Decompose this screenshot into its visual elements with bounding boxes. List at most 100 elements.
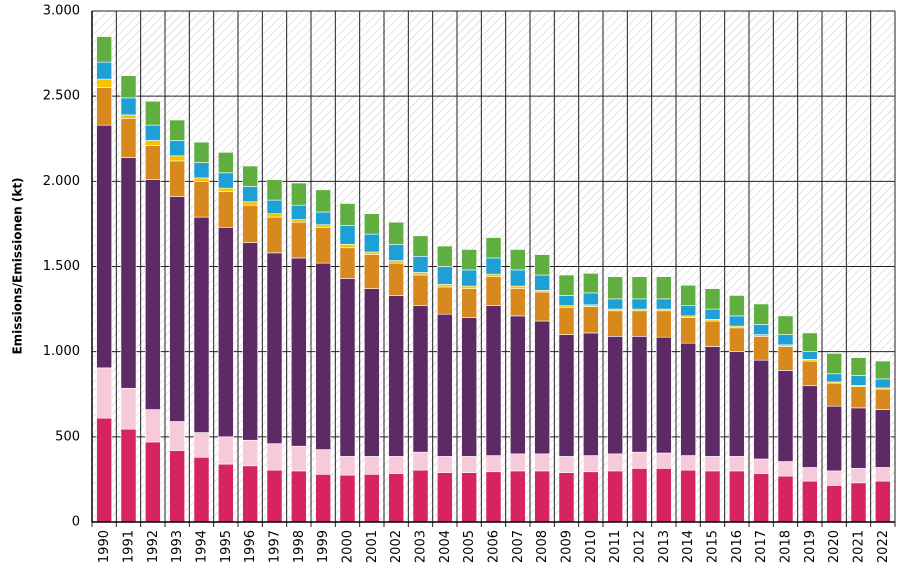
bar-segment bbox=[777, 461, 794, 477]
bar-segment bbox=[363, 456, 380, 475]
bar-segment bbox=[485, 471, 502, 523]
x-tick-label: 2009 bbox=[560, 530, 575, 563]
bar-segment bbox=[777, 370, 794, 462]
bar-segment bbox=[826, 485, 843, 523]
bar-segment bbox=[631, 310, 648, 337]
bar-segment bbox=[290, 182, 307, 206]
bar-segment bbox=[388, 260, 405, 264]
bar-segment bbox=[850, 375, 867, 386]
bar-segment bbox=[461, 285, 478, 289]
bar-segment bbox=[461, 456, 478, 473]
bar-segment bbox=[874, 409, 891, 468]
bar-segment bbox=[315, 224, 332, 228]
bar-segment bbox=[826, 373, 843, 383]
bar-segment bbox=[412, 235, 429, 257]
bar-segment bbox=[704, 288, 721, 310]
bar-segment bbox=[582, 292, 599, 306]
bar-segment bbox=[631, 468, 648, 523]
bar-segment bbox=[144, 140, 161, 146]
bar-segment bbox=[363, 251, 380, 255]
bar-segment bbox=[388, 295, 405, 457]
bar-segment bbox=[144, 100, 161, 126]
bar-segment bbox=[534, 291, 551, 322]
x-tick-label: 2018 bbox=[779, 530, 794, 563]
bar-segment bbox=[363, 233, 380, 253]
bar-segment bbox=[242, 201, 259, 206]
bar-segment bbox=[874, 480, 891, 523]
bar-segment bbox=[290, 219, 307, 223]
bar-segment bbox=[826, 470, 843, 486]
bar-segment bbox=[412, 272, 429, 276]
bar-segment bbox=[801, 332, 818, 352]
bar-segment bbox=[120, 157, 137, 389]
bar-segment bbox=[655, 276, 672, 300]
bar-segment bbox=[315, 449, 332, 475]
bar-segment bbox=[193, 162, 210, 179]
bar-segment bbox=[242, 204, 259, 243]
y-tick-label: 2.000 bbox=[43, 174, 80, 189]
bar-segment bbox=[558, 334, 575, 457]
bar-segment bbox=[96, 87, 113, 126]
bar-segment bbox=[363, 288, 380, 457]
y-tick-label: 0 bbox=[72, 515, 80, 530]
bar-segment bbox=[436, 472, 453, 523]
bar-segment bbox=[631, 336, 648, 453]
bar-segment bbox=[193, 432, 210, 458]
x-tick-label: 2016 bbox=[730, 530, 745, 563]
bar-segment bbox=[534, 254, 551, 276]
bar-segment bbox=[96, 78, 113, 88]
bar-segment bbox=[217, 191, 234, 228]
bar-segment bbox=[290, 221, 307, 259]
bar-segment bbox=[704, 346, 721, 457]
x-tick-label: 2014 bbox=[681, 530, 696, 563]
bar-segment bbox=[509, 269, 526, 287]
bar-segment bbox=[777, 315, 794, 335]
x-tick-label: 2008 bbox=[535, 530, 550, 563]
bar-segment bbox=[801, 351, 818, 360]
bar-segment bbox=[850, 482, 867, 523]
bar-segment bbox=[144, 409, 161, 443]
bar-segment bbox=[680, 342, 697, 456]
bar-segment bbox=[242, 439, 259, 467]
bar-segment bbox=[144, 124, 161, 141]
bar-segment bbox=[169, 140, 186, 157]
bar-segment bbox=[217, 436, 234, 465]
bar-segment bbox=[704, 456, 721, 472]
bar-segment bbox=[217, 187, 234, 192]
bar-segment bbox=[242, 165, 259, 187]
x-tick-label: 1992 bbox=[146, 530, 161, 563]
bar-segment bbox=[144, 145, 161, 180]
x-tick-label: 2022 bbox=[876, 530, 891, 563]
bar-segment bbox=[801, 385, 818, 468]
bar-segment bbox=[607, 453, 624, 472]
bar-segment bbox=[436, 284, 453, 288]
x-tick-label: 2002 bbox=[389, 530, 404, 563]
bar-segment bbox=[388, 221, 405, 245]
bar-segment bbox=[850, 407, 867, 469]
bar-segment bbox=[120, 75, 137, 99]
bar-segment bbox=[290, 445, 307, 472]
x-tick-label: 2015 bbox=[706, 530, 721, 563]
bar-segment bbox=[607, 470, 624, 523]
bar-segment bbox=[217, 463, 234, 523]
bar-segment bbox=[217, 227, 234, 438]
bar-segment bbox=[436, 266, 453, 285]
bar-segment bbox=[388, 473, 405, 523]
bar-segment bbox=[388, 456, 405, 474]
x-tick-label: 2019 bbox=[803, 530, 818, 563]
bar-segment bbox=[558, 472, 575, 523]
bar-segment bbox=[826, 405, 843, 472]
bar-segment bbox=[485, 455, 502, 473]
bar-segment bbox=[461, 249, 478, 271]
bar-segment bbox=[509, 315, 526, 455]
bar-segment bbox=[534, 274, 551, 291]
bar-segment bbox=[631, 276, 648, 300]
x-tick-label: 2001 bbox=[365, 530, 380, 563]
bar-segment bbox=[96, 417, 113, 523]
x-tick-label: 2010 bbox=[584, 530, 599, 563]
bar-segment bbox=[485, 305, 502, 456]
bar-segment bbox=[607, 276, 624, 300]
bar-segment bbox=[144, 441, 161, 523]
x-tick-label: 1990 bbox=[97, 530, 112, 563]
bar-segment bbox=[582, 455, 599, 473]
